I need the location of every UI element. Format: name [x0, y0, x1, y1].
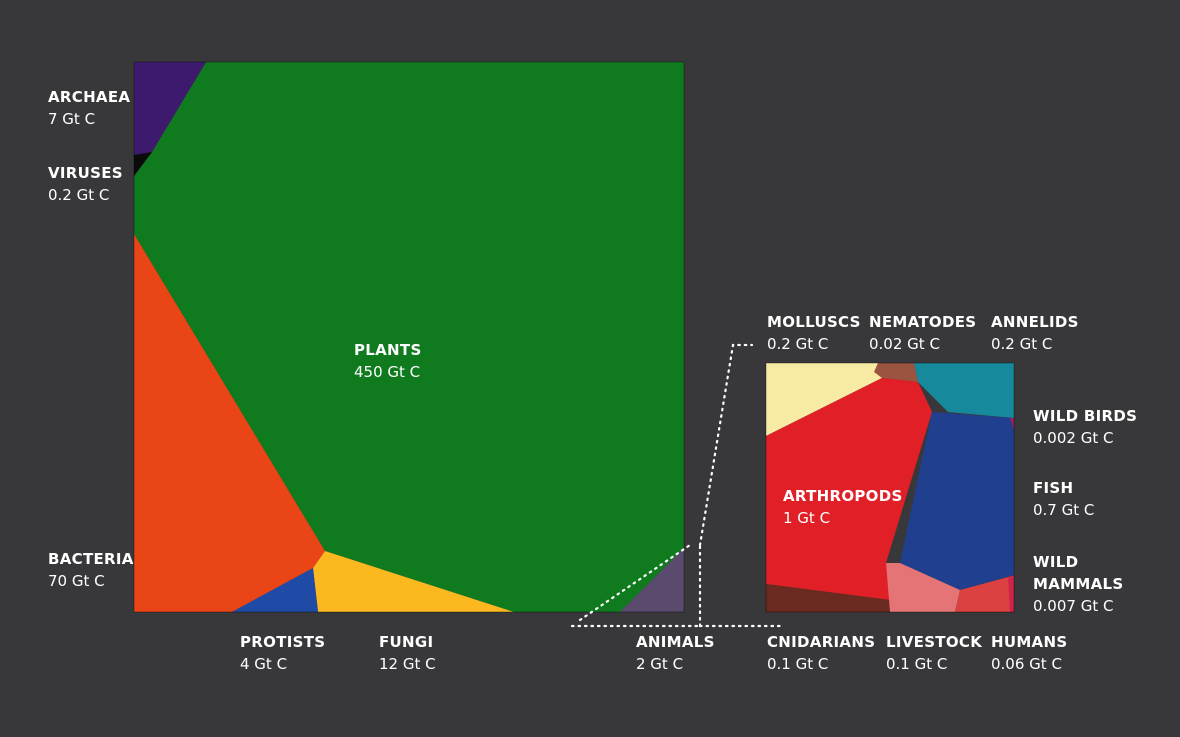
cell-archaea [134, 62, 206, 155]
label-value: 0.06 Gt C [991, 655, 1062, 673]
cell-wild-birds [1010, 418, 1014, 430]
label-value: 4 Gt C [240, 655, 288, 673]
label-annelids: ANNELIDS 0.2 Gt C [991, 311, 1079, 355]
cell-wild-mammals [1008, 575, 1014, 612]
label-fish: FISH 0.7 Gt C [1033, 477, 1094, 521]
label-name: WILD BIRDS [1033, 407, 1138, 425]
label-fungi: FUNGI 12 Gt C [379, 631, 436, 675]
cell-bacteria [134, 234, 325, 612]
label-value: 1 Gt C [783, 509, 831, 527]
label-cnidarians: CNIDARIANS 0.1 Gt C [767, 631, 875, 675]
label-wild-mammals: WILD MAMMALS 0.007 Gt C [1033, 551, 1123, 617]
cell-fungi [313, 551, 514, 612]
label-nematodes: NEMATODES 0.02 Gt C [869, 311, 976, 355]
label-livestock: LIVESTOCK 0.1 Gt C [886, 631, 982, 675]
label-name: FUNGI [379, 633, 434, 651]
label-bacteria: BACTERIA 70 Gt C [48, 548, 134, 592]
label-value: 0.1 Gt C [886, 655, 948, 673]
cell-nematodes [874, 363, 918, 382]
label-value: 0.02 Gt C [869, 335, 940, 353]
cell-annelids [914, 363, 1014, 418]
cell-livestock [886, 563, 960, 612]
label-animals: ANIMALS 2 Gt C [636, 631, 715, 675]
cell-fish [900, 412, 1014, 590]
cell-animals [620, 548, 684, 612]
label-value: 7 Gt C [48, 110, 96, 128]
label-name: VIRUSES [48, 164, 123, 182]
label-name: NEMATODES [869, 313, 977, 331]
label-name: MOLLUSCS [767, 313, 861, 331]
label-name: FISH [1033, 479, 1074, 497]
label-name: PROTISTS [240, 633, 326, 651]
main-panel-border [133, 61, 685, 613]
label-value: 12 Gt C [379, 655, 436, 673]
label-arthropods: ARTHROPODS 1 Gt C [783, 485, 903, 529]
label-viruses: VIRUSES 0.2 Gt C [48, 162, 123, 206]
label-archaea: ARCHAEA 7 Gt C [48, 86, 130, 130]
zoom-connector-line [578, 543, 692, 622]
cell-protists [232, 568, 318, 612]
label-value: 0.007 Gt C [1033, 597, 1114, 615]
label-name: ANNELIDS [991, 313, 1079, 331]
cell-arthropods [766, 378, 932, 600]
label-value: 70 Gt C [48, 572, 105, 590]
cell-humans [955, 576, 1014, 612]
cell-viruses [134, 152, 152, 176]
label-name: ARTHROPODS [783, 487, 903, 505]
label-name: HUMANS [991, 633, 1068, 651]
label-name: BACTERIA [48, 550, 134, 568]
label-value: 0.2 Gt C [48, 186, 110, 204]
label-name: PLANTS [354, 341, 422, 359]
cell-plants [134, 62, 684, 612]
label-value: 0.002 Gt C [1033, 429, 1114, 447]
label-molluscs: MOLLUSCS 0.2 Gt C [767, 311, 861, 355]
label-protists: PROTISTS 4 Gt C [240, 631, 325, 675]
label-humans: HUMANS 0.06 Gt C [991, 631, 1067, 675]
label-plants: PLANTS 450 Gt C [354, 339, 422, 383]
cell-molluscs [766, 363, 882, 436]
label-value: 0.2 Gt C [767, 335, 829, 353]
label-value: 0.7 Gt C [1033, 501, 1095, 519]
cell-cnidarians [766, 584, 890, 612]
label-name: LIVESTOCK [886, 633, 983, 651]
label-name: WILD MAMMALS [1033, 553, 1124, 593]
label-value: 0.1 Gt C [767, 655, 829, 673]
label-name: CNIDARIANS [767, 633, 876, 651]
label-value: 450 Gt C [354, 363, 421, 381]
label-value: 2 Gt C [636, 655, 684, 673]
label-wild-birds: WILD BIRDS 0.002 Gt C [1033, 405, 1137, 449]
label-value: 0.2 Gt C [991, 335, 1053, 353]
label-name: ARCHAEA [48, 88, 131, 106]
label-name: ANIMALS [636, 633, 715, 651]
animals-panel-border [765, 362, 1015, 613]
zoom-connector-line [698, 343, 754, 547]
